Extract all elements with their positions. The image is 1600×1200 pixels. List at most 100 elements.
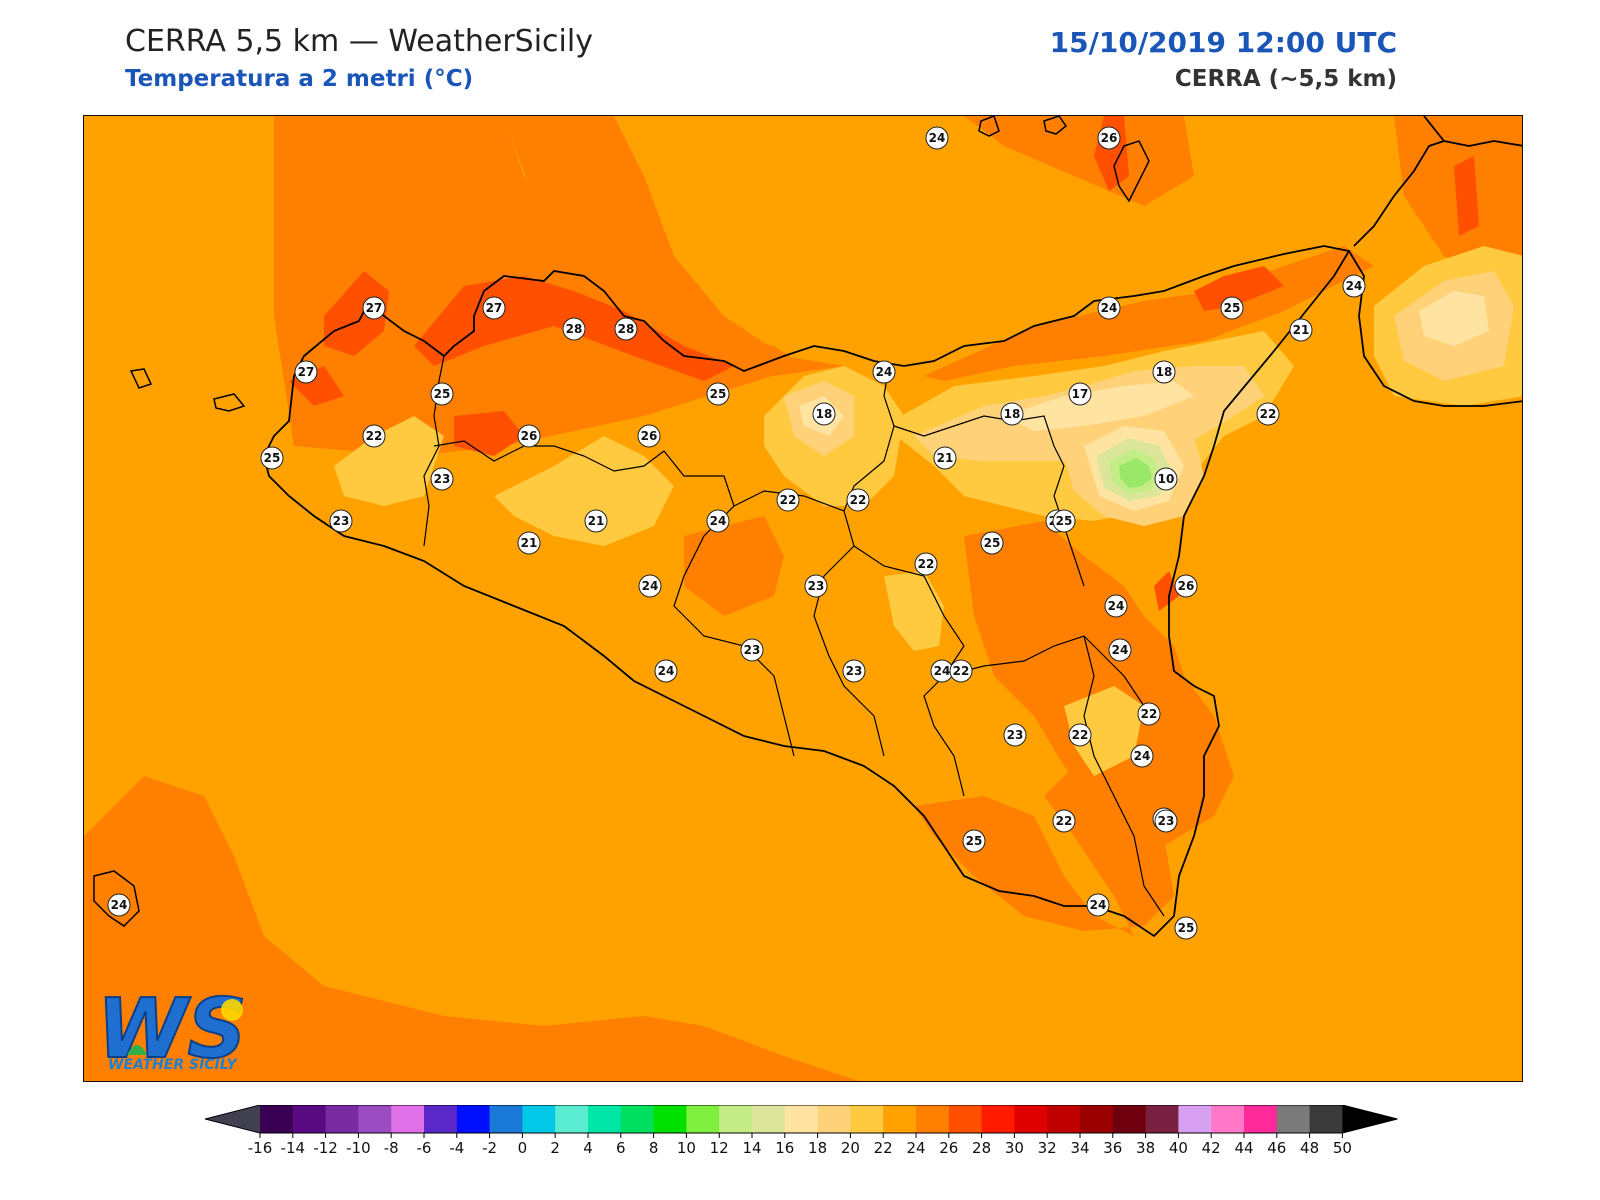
station-value: 10	[1158, 472, 1175, 486]
colorbar-tick-label: 10	[677, 1139, 696, 1157]
station-label: 23	[430, 467, 454, 491]
field-26-north-sea	[504, 116, 844, 376]
field-28-trapani	[324, 271, 389, 356]
forecast-datetime: 15/10/2019 12:00 UTC	[1049, 26, 1397, 59]
model-label: CERRA (~5,5 km)	[1174, 66, 1397, 92]
station-value: 27	[298, 365, 315, 379]
station-label: 24	[930, 659, 954, 683]
colorbar-segment	[588, 1105, 622, 1133]
station-value: 21	[588, 514, 605, 528]
station-value: 22	[1056, 814, 1073, 828]
station-label: 26	[1174, 574, 1198, 598]
station-value: 26	[641, 429, 658, 443]
station-label: 21	[584, 509, 608, 533]
colorbar-tick-label: 24	[906, 1139, 925, 1157]
station-label: 21	[517, 531, 541, 555]
station-value: 25	[264, 451, 281, 465]
island-egadi-2	[213, 393, 246, 412]
station-label: 18	[1152, 360, 1176, 384]
colorbar-segment	[620, 1105, 655, 1133]
station-label: 21	[1289, 318, 1313, 342]
colorbar-segment	[1244, 1105, 1278, 1133]
station-value: 23	[808, 579, 825, 593]
station-value: 25	[984, 536, 1001, 550]
station-label: 23	[804, 574, 828, 598]
station-value: 22	[953, 664, 970, 678]
field-26-etna-south	[964, 521, 1234, 846]
colorbar-tick-label: -10	[346, 1139, 371, 1157]
station-label: 28	[562, 317, 586, 341]
colorbar-tick-label: 12	[710, 1139, 729, 1157]
svg-text:WS: WS	[97, 985, 247, 1075]
station-labels: 24 26 27 27 28 28 27 25 22 25 23 26 26 25 24 24 25 24 21 18…	[107, 126, 1366, 940]
colorbar-segment	[752, 1105, 786, 1133]
field-28-inland	[454, 411, 524, 456]
variable-subtitle: Temperatura a 2 metri (°C)	[125, 66, 474, 92]
colorbar-tick-label: 2	[550, 1139, 560, 1157]
field-28-calabria-east	[1454, 156, 1479, 236]
station-label: 23	[1003, 723, 1027, 747]
colorbar-segment	[1145, 1105, 1179, 1133]
station-label: 24	[872, 360, 896, 384]
station-value: 21	[937, 451, 954, 465]
station-value: 24	[1112, 643, 1129, 657]
island-pantelleria	[93, 870, 140, 927]
colorbar-tick-label: 4	[583, 1139, 593, 1157]
sicily-coastline	[263, 245, 1351, 938]
temperature-colorbar: -16 -14 -12 -10 -8 -6 -4 -2 0 2 4 6 8 10 12 14 16 18 20 22 2…	[204, 1104, 1405, 1169]
colorbar-tick-label: 0	[518, 1139, 528, 1157]
colorbar-segment	[292, 1105, 327, 1133]
station-label: 18	[1000, 402, 1024, 426]
station-value: 23	[434, 472, 451, 486]
station-value: 22	[1260, 407, 1277, 421]
station-value: 18	[1156, 365, 1173, 379]
colorbar-tick-label: 34	[1070, 1139, 1089, 1157]
station-label: 25	[980, 531, 1004, 555]
colorbar-under-arrow	[205, 1105, 260, 1133]
station-label: 25	[962, 829, 986, 853]
colorbar-segment	[883, 1105, 917, 1133]
station-value: 27	[486, 301, 503, 315]
colorbar-segment	[686, 1105, 720, 1133]
colorbar-tick-label: 42	[1202, 1139, 1221, 1157]
station-label: 24	[1130, 744, 1154, 768]
colorbar-segment	[1178, 1105, 1212, 1133]
station-value: 22	[366, 429, 383, 443]
field-26-southwest	[84, 776, 859, 1081]
station-value: 24	[658, 664, 675, 678]
colorbar-tick-label: 22	[874, 1139, 893, 1157]
station-value: 22	[918, 557, 935, 571]
station-label: 17	[1068, 382, 1092, 406]
colorbar-over-arrow	[1342, 1105, 1398, 1133]
station-value: 24	[1108, 599, 1125, 613]
station-label: 25	[1052, 509, 1076, 533]
station-label: 22	[914, 552, 938, 576]
station-value: 23	[744, 643, 761, 657]
colorbar-tick-label: 6	[616, 1139, 626, 1157]
temperature-map: 24 26 27 27 28 28 27 25 22 25 23 26 26 25 24 24 25 24 21 18…	[83, 115, 1523, 1082]
station-label: 24	[1108, 638, 1132, 662]
station-label: 22	[362, 424, 386, 448]
station-value: 17	[1072, 387, 1089, 401]
station-value: 18	[1004, 407, 1021, 421]
field-26-southeast	[914, 756, 1174, 936]
station-label: 28	[614, 317, 638, 341]
station-value: 22	[1072, 728, 1089, 742]
colorbar-segment	[391, 1105, 425, 1133]
station-value: 23	[1158, 814, 1175, 828]
station-label: 22	[1137, 702, 1161, 726]
field-28-calabria	[1194, 266, 1284, 311]
station-value: 25	[1178, 921, 1195, 935]
colorbar-segment	[555, 1105, 589, 1133]
station-value: 24	[710, 514, 727, 528]
station-label: 22	[776, 488, 800, 512]
station-value: 23	[846, 664, 863, 678]
colorbar-tick-label: 44	[1234, 1139, 1253, 1157]
station-label: 24	[107, 893, 131, 917]
colorbar-segment	[850, 1105, 884, 1133]
colorbar-tick-label: -16	[248, 1139, 273, 1157]
station-label: 23	[329, 509, 353, 533]
station-label: 10	[1154, 467, 1178, 491]
colorbar-segment	[1014, 1105, 1048, 1133]
colorbar-tick-label: 14	[742, 1139, 761, 1157]
